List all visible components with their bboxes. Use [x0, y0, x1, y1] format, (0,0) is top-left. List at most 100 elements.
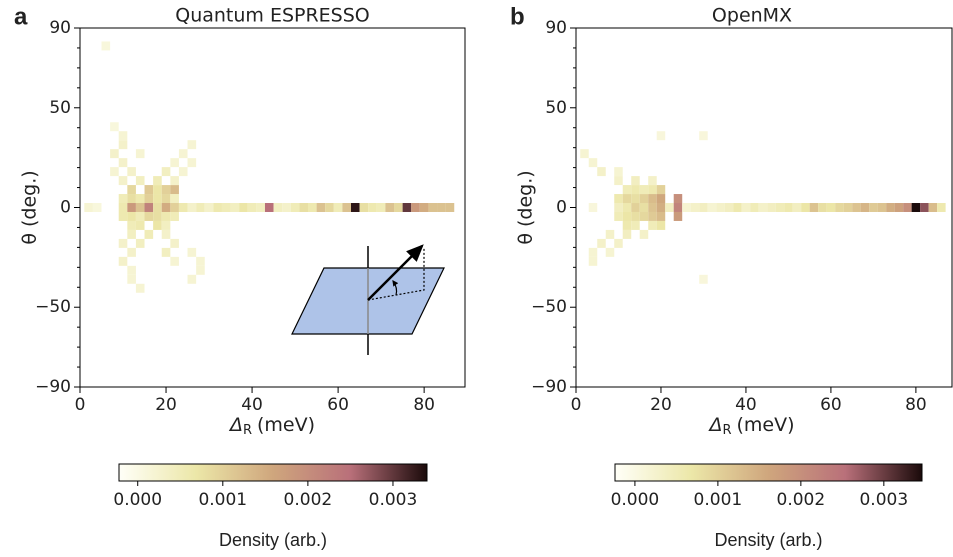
heat-cell	[290, 203, 300, 212]
heat-cell	[178, 149, 188, 159]
heat-cell	[135, 203, 145, 212]
x-label-symbol: Δ	[228, 414, 243, 436]
heat-cell	[741, 203, 751, 212]
x-label-subscript: R	[243, 423, 252, 438]
heat-cell	[818, 203, 827, 212]
heat-cell	[631, 220, 640, 230]
heat-cell	[161, 203, 171, 212]
heat-cell	[153, 185, 162, 195]
heat-cell	[213, 203, 222, 212]
heat-cell	[118, 158, 128, 168]
inset-diagram	[291, 244, 445, 355]
heat-cell	[221, 203, 231, 212]
heat-cell	[716, 203, 725, 212]
heat-cell	[170, 194, 179, 204]
y-tick-label: −90	[35, 377, 71, 397]
x-label-subscript: R	[722, 423, 731, 438]
heat-cell	[118, 131, 128, 141]
heat-cell	[325, 203, 334, 212]
heat-cell	[580, 149, 589, 159]
heat-cell	[639, 229, 649, 239]
x-tick-label: 0	[571, 395, 582, 415]
heat-cell	[411, 203, 420, 212]
x-tick-label: 60	[820, 395, 842, 415]
heat-cell	[920, 203, 929, 212]
x-tick-label: 60	[327, 395, 349, 415]
heat-cell	[342, 203, 352, 212]
heat-cell	[196, 203, 205, 212]
heat-cell	[631, 211, 640, 221]
heat-cell	[127, 274, 136, 284]
x-axis-label: ΔR (meV)	[228, 414, 315, 438]
heat-cell	[196, 265, 205, 275]
heat-cell	[153, 176, 162, 186]
heat-cell	[187, 158, 197, 168]
heat-cell	[597, 238, 606, 248]
heat-cell	[894, 203, 904, 212]
heat-cell	[307, 203, 317, 212]
heat-cell	[368, 203, 377, 212]
heat-cell	[605, 229, 615, 239]
heat-cell	[445, 203, 455, 212]
heat-cell	[402, 203, 412, 212]
heat-cell	[631, 176, 640, 186]
heat-cell	[135, 194, 145, 204]
heat-cell	[767, 203, 776, 212]
heat-cell	[614, 167, 623, 177]
heat-cell	[860, 203, 870, 212]
heat-cell	[127, 229, 136, 239]
heat-cell	[170, 256, 179, 266]
heat-cell	[118, 176, 128, 186]
colorbar-label: Density (arb.)	[219, 530, 327, 550]
heat-cell	[750, 203, 759, 212]
heat-cell	[792, 203, 802, 212]
chart-title: OpenMX	[712, 5, 792, 27]
heat-cell	[648, 211, 657, 221]
heat-cell	[118, 203, 128, 212]
heat-cell	[135, 176, 145, 186]
heat-cell	[178, 167, 188, 177]
x-label-unit: (meV)	[737, 414, 795, 436]
heat-cell	[110, 167, 119, 177]
heat-cell	[394, 203, 403, 212]
heat-cell	[127, 167, 136, 177]
heat-cell	[135, 149, 145, 159]
heat-cell	[118, 194, 128, 204]
heat-cell	[127, 265, 136, 275]
x-tick-label: 40	[735, 395, 757, 415]
y-tick-label: 90	[49, 18, 71, 38]
heat-cell	[928, 203, 938, 212]
heat-cell	[170, 158, 179, 168]
heat-cell	[385, 203, 395, 212]
heat-cell	[605, 247, 615, 257]
heat-cell	[852, 203, 861, 212]
heat-cell	[376, 203, 386, 212]
y-tick-label: 0	[556, 198, 567, 218]
colorbar-tick-label: 0.003	[859, 490, 908, 510]
heat-cell	[127, 203, 136, 212]
heat-cell	[614, 176, 623, 186]
heat-cell	[196, 256, 205, 266]
heat-cell	[648, 194, 657, 204]
heat-cell	[84, 203, 93, 212]
heat-cell	[161, 211, 171, 221]
heat-cell	[648, 220, 657, 230]
heat-cell	[118, 211, 128, 221]
heat-cell	[631, 185, 640, 195]
colorbar-tick-label: 0.000	[611, 490, 660, 510]
heat-cell	[118, 256, 128, 266]
heat-cell	[682, 203, 691, 212]
colorbar-tick-label: 0.002	[284, 490, 333, 510]
heat-cell	[673, 211, 683, 221]
heat-cell	[153, 211, 162, 221]
heat-cell	[153, 220, 162, 230]
heat-cell	[622, 211, 632, 221]
heat-cell	[639, 185, 649, 195]
heat-cell	[419, 203, 429, 212]
heat-cell	[110, 149, 119, 159]
heat-cell	[843, 203, 853, 212]
heat-cell	[144, 185, 154, 195]
heat-cell	[333, 203, 343, 212]
colorbar	[118, 463, 428, 482]
